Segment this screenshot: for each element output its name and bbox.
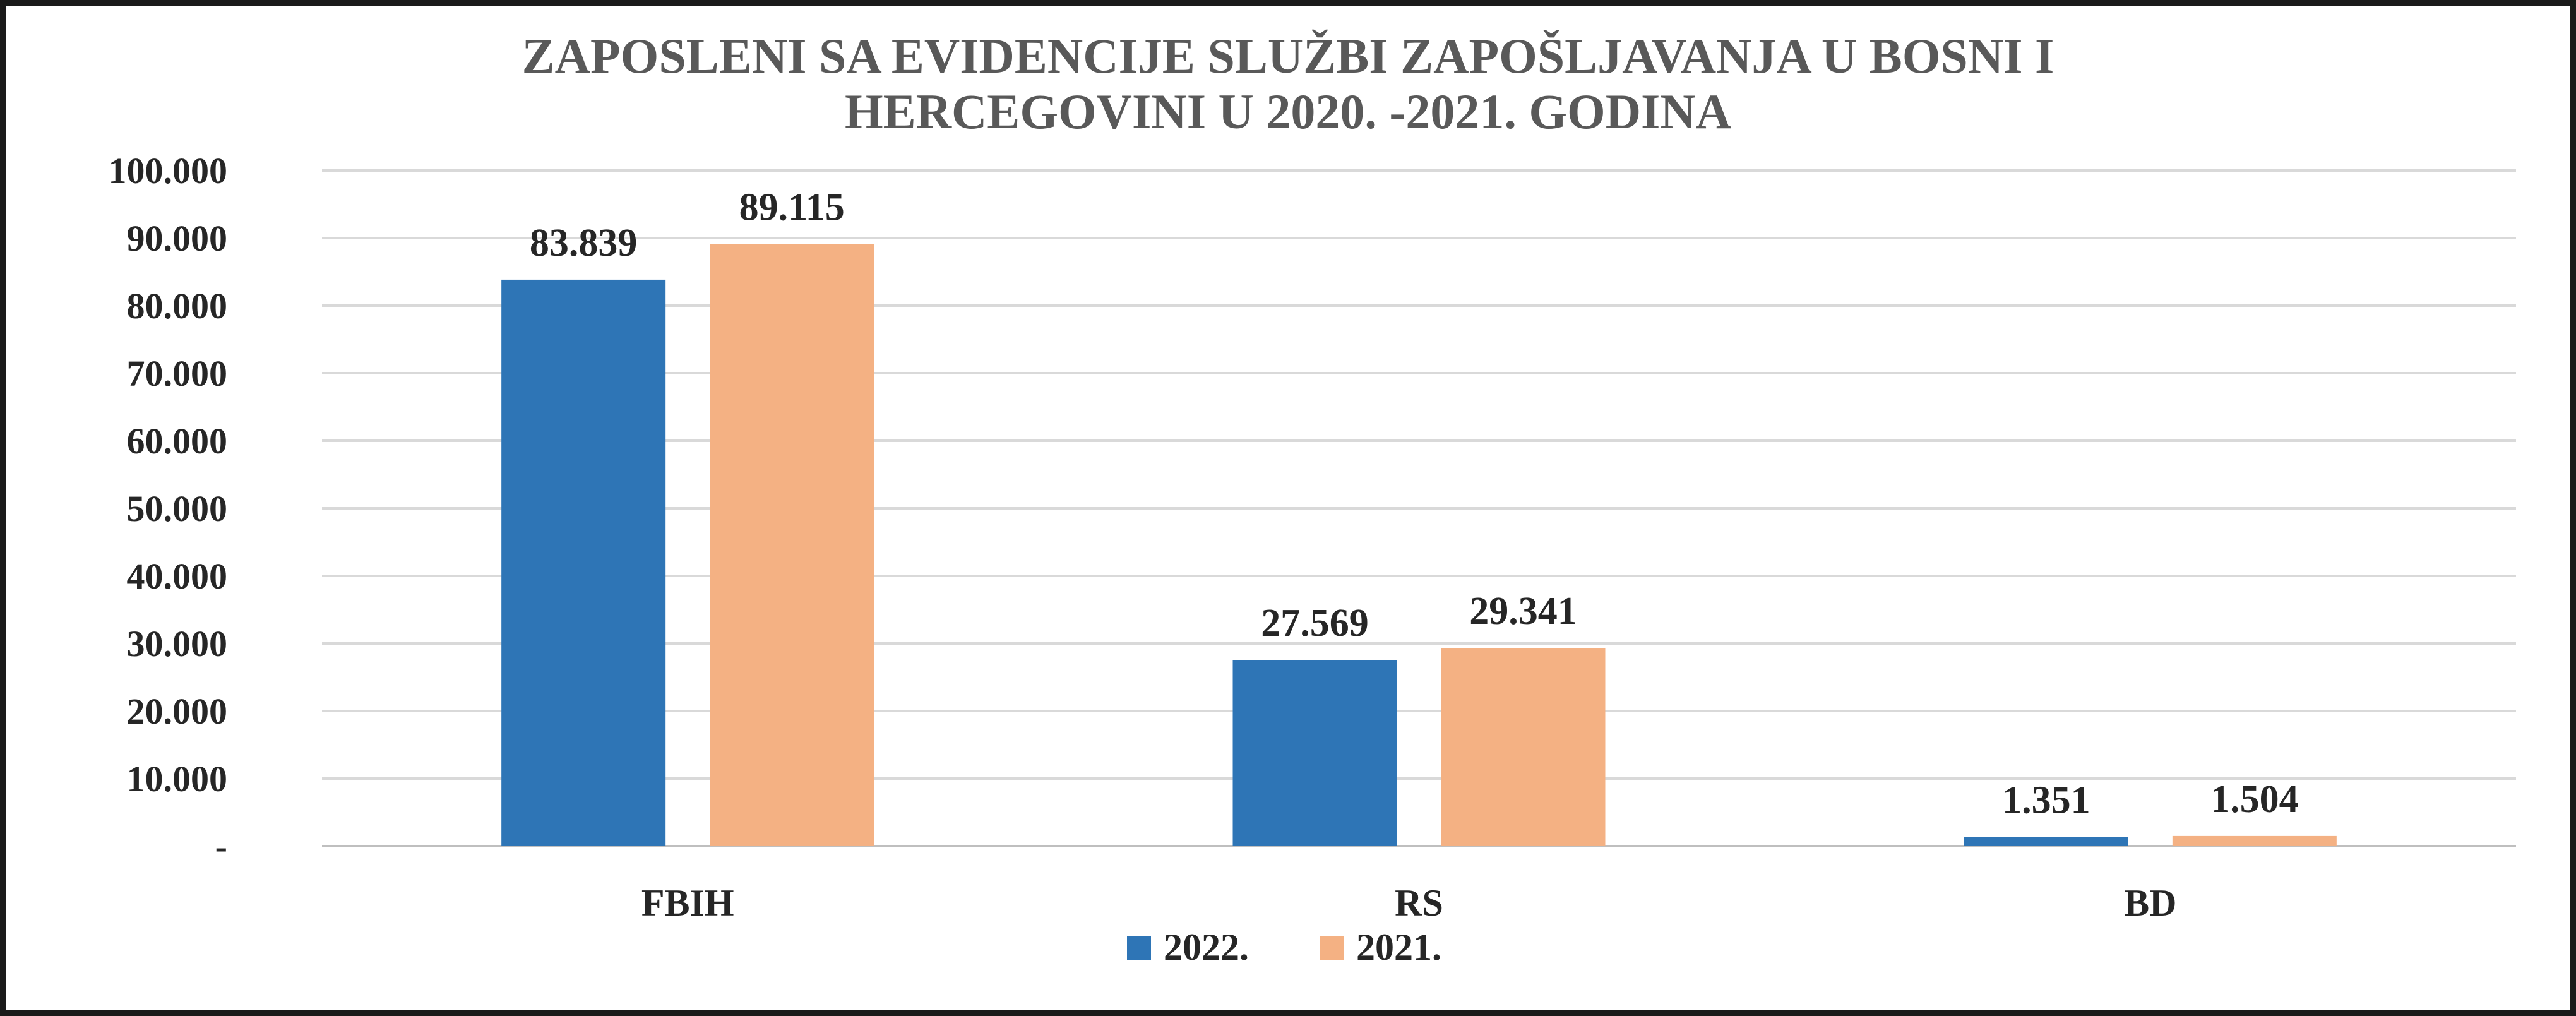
y-tick-label: 80.000 [127,285,228,326]
bar-bd-series-2 [2172,835,2337,846]
data-label-bd-series-1: 1.351 [2002,779,2090,822]
legend-label-1: 2022. [1164,926,1249,968]
data-label-fbih-series-1: 83.839 [530,222,638,265]
y-tick-label: 20.000 [127,691,228,732]
legend-swatch-2 [1320,936,1344,960]
y-axis-ticks: - 10.000 20.000 30.000 40.000 50.000 60.000 70.… [109,150,228,867]
y-tick-label: 30.000 [127,623,228,664]
bar-rs-series-2 [1441,648,1606,846]
y-tick-label: 90.000 [127,218,228,259]
y-tick-label: 70.000 [127,353,228,394]
bar-rs-series-1 [1232,660,1397,846]
bar-fbih-series-2 [710,244,874,847]
y-tick-label: 60.000 [127,421,228,462]
category-label-bd: BD [2124,882,2176,924]
y-tick-label: 100.000 [109,150,228,191]
data-labels: 83.839 89.115 27.569 29.341 1.351 1.504 [530,186,2299,822]
y-tick-label: 40.000 [127,556,228,597]
data-label-fbih-series-2: 89.115 [739,186,845,229]
legend-swatch-1 [1127,936,1151,960]
category-label-rs: RS [1395,882,1443,924]
data-label-bd-series-2: 1.504 [2210,778,2299,821]
gridlines [322,169,2516,847]
x-axis-categories: FBIH RS BD [641,882,2177,924]
chart-title: ZAPOSLENI SA EVIDENCIJE SLUŽBI ZAPOŠLJAV… [522,28,2054,139]
bar-fbih-series-1 [501,279,666,846]
bar-chart: ZAPOSLENI SA EVIDENCIJE SLUŽBI ZAPOŠLJAV… [109,28,2516,968]
chart-title-line-1: ZAPOSLENI SA EVIDENCIJE SLUŽBI ZAPOŠLJAV… [522,28,2054,83]
bar-bd-series-1 [1964,837,2128,846]
chart-area: ZAPOSLENI SA EVIDENCIJE SLUŽBI ZAPOŠLJAV… [6,6,2570,1010]
data-label-rs-series-2: 29.341 [1469,590,1577,633]
legend: 2022. 2021. [1127,926,1441,968]
bars [501,244,2337,847]
y-tick-label: 10.000 [127,758,228,799]
chart-title-line-2: HERCEGOVINI U 2020. -2021. GODINA [845,84,1731,139]
legend-label-2: 2021. [1356,926,1441,968]
data-label-rs-series-1: 27.569 [1261,602,1369,645]
y-tick-label: 50.000 [127,488,228,529]
category-label-fbih: FBIH [641,882,734,924]
y-tick-label: - [215,826,227,867]
